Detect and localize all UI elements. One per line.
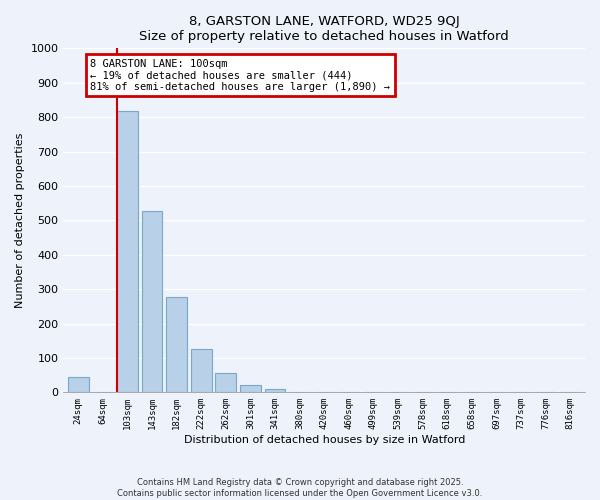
Bar: [240, 385, 261, 392]
Text: 8 GARSTON LANE: 100sqm
← 19% of detached houses are smaller (444)
81% of semi-de: 8 GARSTON LANE: 100sqm ← 19% of detached…: [91, 58, 391, 92]
Bar: [166, 296, 187, 392]
Bar: [142, 210, 163, 392]
X-axis label: Distribution of detached houses by size in Watford: Distribution of detached houses by size …: [184, 435, 465, 445]
Bar: [117, 111, 138, 392]
Title: 8, GARSTON LANE, WATFORD, WD25 9QJ
Size of property relative to detached houses : 8, GARSTON LANE, WATFORD, WD25 9QJ Size …: [139, 15, 509, 43]
Y-axis label: Number of detached properties: Number of detached properties: [15, 132, 25, 308]
Bar: [265, 389, 286, 392]
Bar: [68, 376, 89, 392]
Bar: [191, 349, 212, 393]
Bar: [215, 372, 236, 392]
Text: Contains HM Land Registry data © Crown copyright and database right 2025.
Contai: Contains HM Land Registry data © Crown c…: [118, 478, 482, 498]
